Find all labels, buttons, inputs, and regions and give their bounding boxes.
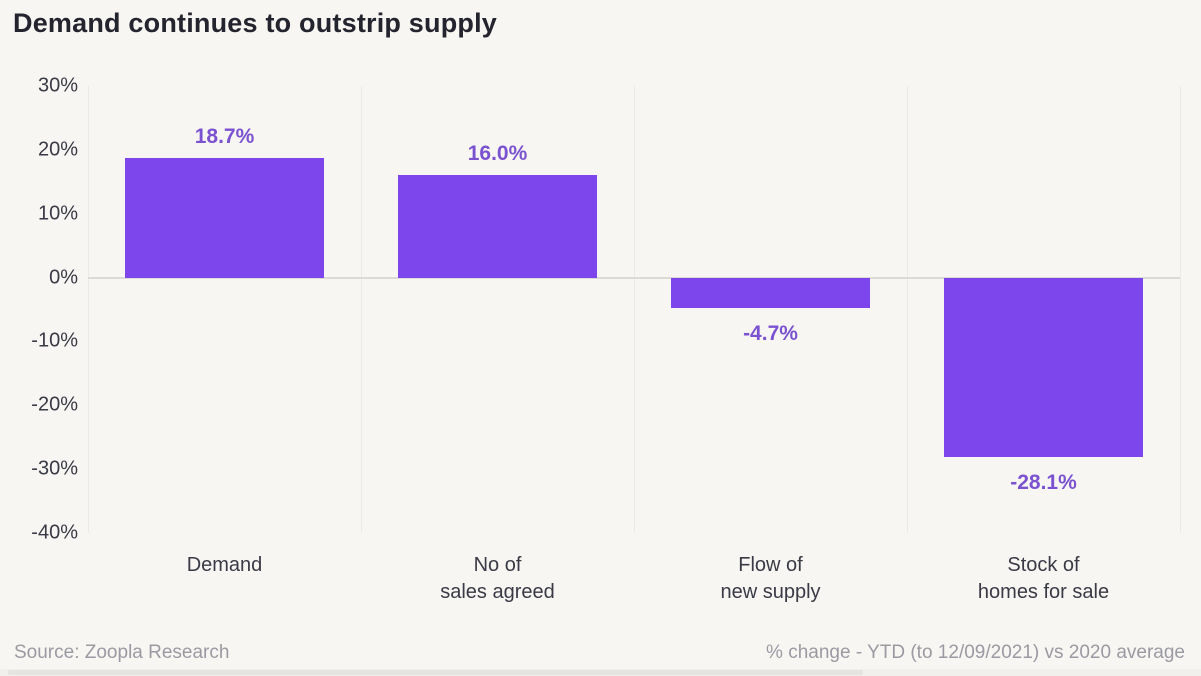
y-tick-label: -30% bbox=[31, 457, 78, 480]
category-gridline bbox=[361, 86, 362, 533]
x-category-label-line: homes for sale bbox=[977, 581, 1110, 603]
x-category-label: No of sales agreed bbox=[361, 552, 634, 606]
chart-title: Demand continues to outstrip supply bbox=[13, 8, 498, 38]
y-tick-label: -40% bbox=[31, 521, 78, 544]
chart-footer: Source: Zoopla Research % change - YTD (… bbox=[14, 642, 1185, 664]
source-credit: Source: Zoopla Research bbox=[14, 642, 230, 663]
x-category-label-line: sales agreed bbox=[440, 581, 555, 603]
x-category-label-line: Demand bbox=[186, 554, 263, 576]
category-gridline bbox=[88, 86, 89, 533]
bar-value-label: 18.7% bbox=[194, 125, 255, 149]
bar-demand bbox=[125, 158, 324, 278]
y-tick-label: 0% bbox=[49, 266, 78, 289]
category-gridline bbox=[1180, 86, 1181, 533]
bar-value-label: 16.0% bbox=[467, 142, 528, 166]
bar-value-label: -28.1% bbox=[1010, 471, 1077, 494]
zero-baseline bbox=[88, 276, 1180, 279]
category-gridline bbox=[907, 86, 908, 533]
bottom-band bbox=[0, 669, 1201, 676]
plot-area: 18.7% 16.0% -4.7% -28.1% bbox=[88, 86, 1181, 533]
bar-value-label: -4.7% bbox=[743, 321, 798, 345]
x-category-label-line: Flow of bbox=[738, 554, 803, 576]
x-category-label: Stock of homes for sale bbox=[907, 552, 1180, 606]
x-category-label-line: No of bbox=[473, 554, 522, 576]
y-tick-label: 30% bbox=[37, 74, 78, 97]
y-tick-label: 20% bbox=[37, 138, 78, 161]
category-gridline bbox=[634, 86, 635, 533]
x-category-label-line: Stock of bbox=[1007, 554, 1080, 576]
bar-no-of-sales-agreed bbox=[398, 175, 597, 278]
bar-flow-of-new-supply bbox=[671, 277, 870, 308]
y-tick-label: 10% bbox=[37, 202, 78, 225]
bottom-strip bbox=[8, 670, 863, 675]
bar-stock-of-homes-for-sale bbox=[944, 277, 1143, 457]
y-tick-label: -20% bbox=[31, 393, 78, 416]
footnote: % change - YTD (to 12/09/2021) vs 2020 a… bbox=[766, 642, 1185, 663]
x-category-label: Demand bbox=[88, 552, 361, 579]
x-category-label-line: new supply bbox=[720, 581, 821, 603]
x-category-label: Flow of new supply bbox=[634, 552, 907, 606]
y-tick-label: -10% bbox=[31, 329, 78, 352]
